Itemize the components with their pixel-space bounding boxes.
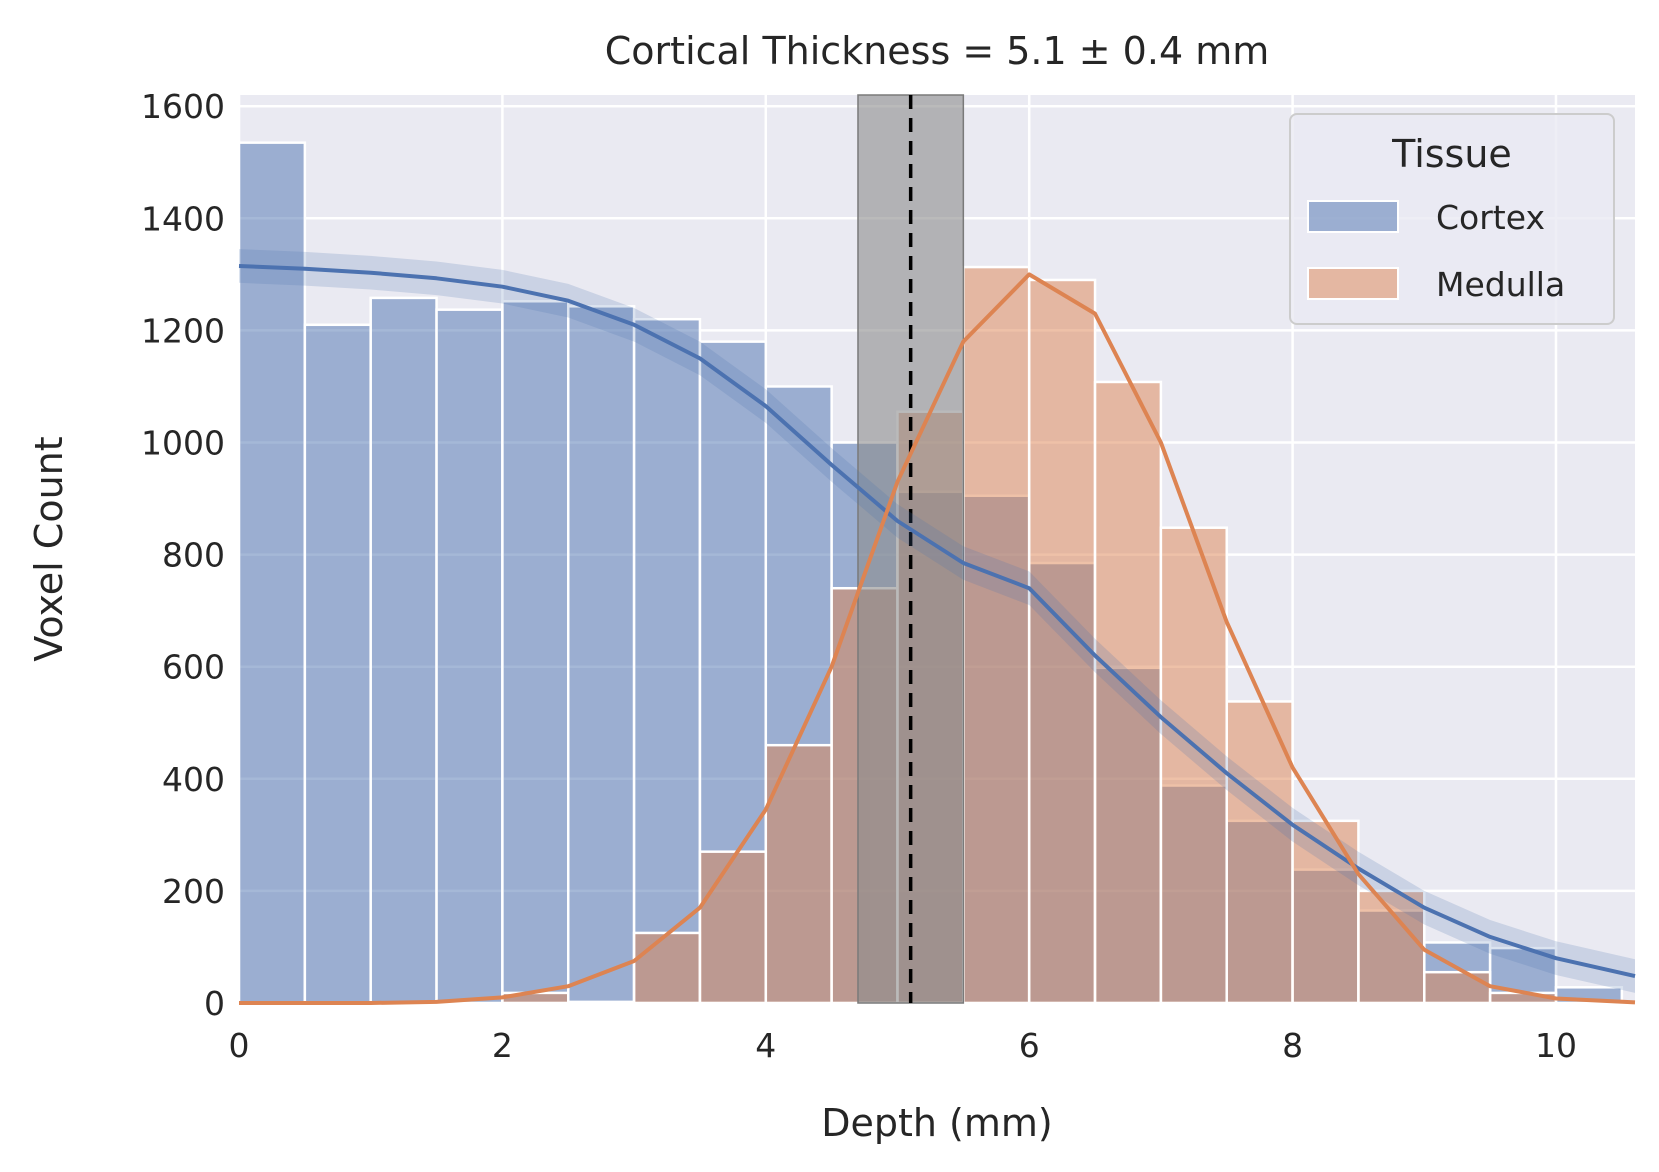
bar-cortex [303,323,372,1005]
x-tick-label: 4 [755,1026,776,1065]
bar-cortex [632,317,702,1005]
y-tick-label: 600 [162,648,225,687]
y-tick-label: 400 [162,760,225,799]
y-tick-label: 1000 [141,424,225,463]
legend-label-cortex: Cortex [1436,198,1545,237]
kde-line-medulla [239,272,1636,1005]
legend-title: Tissue [1391,132,1512,176]
x-tick-label: 2 [492,1026,513,1065]
bar-medulla [962,265,1031,1005]
bar-medulla [698,850,768,1005]
bar-cortex [435,308,504,1005]
kde-curves [238,249,1636,1005]
tick-labels: 0 2 4 6 8 10 0 200 400 600 800 1000 1200 1400 1600 [141,87,1577,1065]
y-axis-label: Voxel Count [27,436,71,661]
bar-cortex [369,296,438,1005]
bar-medulla [566,1000,636,1005]
bar-medulla [632,931,702,1005]
chart-title: Cortical Thickness = 5.1 ± 0.4 mm [605,29,1269,73]
legend-swatch-medulla [1307,267,1399,300]
y-tick-label: 800 [162,536,225,575]
y-tick-label: 1200 [141,311,225,350]
y-tick-label: 0 [204,984,225,1023]
y-tick-label: 200 [162,872,225,911]
y-tick-label: 1400 [141,199,225,238]
x-tick-label: 0 [229,1026,250,1065]
bar-medulla [1225,700,1294,1005]
bar-cortex [566,305,636,1005]
x-tick-label: 8 [1282,1026,1303,1065]
bar-medulla [1423,970,1492,1005]
bar-cortex [501,300,570,1005]
x-axis-label: Depth (mm) [821,1101,1053,1145]
x-tick-label: 6 [1019,1026,1040,1065]
y-tick-label: 1600 [141,87,225,126]
kde-line-cortex [238,264,1636,979]
legend-swatch-cortex [1307,200,1399,233]
kde-band-cortex [239,249,1635,993]
x-tick-label: 10 [1535,1026,1577,1065]
legend: Tissue Cortex Medulla [1289,113,1615,325]
legend-label-medulla: Medulla [1436,265,1565,304]
